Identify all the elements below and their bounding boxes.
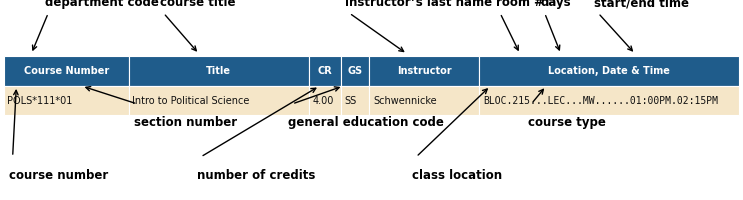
- Bar: [4, 56, 129, 86]
- Text: BLOC.215...LEC...MW......01:00PM.02:15PM: BLOC.215...LEC...MW......01:00PM.02:15PM: [483, 96, 718, 106]
- Text: course number: course number: [9, 169, 108, 182]
- Bar: [369, 56, 479, 86]
- Text: course type: course type: [528, 116, 606, 129]
- Text: general education code: general education code: [288, 116, 444, 129]
- Bar: [129, 56, 309, 86]
- Bar: [309, 56, 341, 86]
- Text: Title: Title: [207, 66, 231, 76]
- Text: section number: section number: [134, 116, 237, 129]
- Bar: [309, 86, 341, 115]
- Text: Instructor: Instructor: [397, 66, 452, 76]
- Text: instructor’s last name: instructor’s last name: [345, 0, 493, 9]
- Text: days: days: [541, 0, 571, 9]
- Text: 4.00: 4.00: [313, 96, 334, 106]
- Text: Location, Date & Time: Location, Date & Time: [548, 66, 670, 76]
- Text: class location: class location: [412, 169, 502, 182]
- Bar: [341, 56, 369, 86]
- Text: number of credits: number of credits: [197, 169, 315, 182]
- Text: POLS*111*01: POLS*111*01: [7, 96, 73, 106]
- Bar: [479, 86, 739, 115]
- Bar: [4, 86, 129, 115]
- Bar: [479, 56, 739, 86]
- Text: Course Number: Course Number: [24, 66, 108, 76]
- Text: SS: SS: [345, 96, 357, 106]
- Bar: [129, 86, 309, 115]
- Text: GS: GS: [348, 66, 363, 76]
- Text: room #: room #: [496, 0, 544, 9]
- Bar: [341, 86, 369, 115]
- Bar: [369, 86, 479, 115]
- Text: CR: CR: [318, 66, 332, 76]
- Text: course title: course title: [160, 0, 236, 9]
- Text: Intro to Political Science: Intro to Political Science: [132, 96, 250, 106]
- Text: Schwennicke: Schwennicke: [373, 96, 437, 106]
- Text: department code: department code: [45, 0, 158, 9]
- Text: start/end time: start/end time: [594, 0, 690, 9]
